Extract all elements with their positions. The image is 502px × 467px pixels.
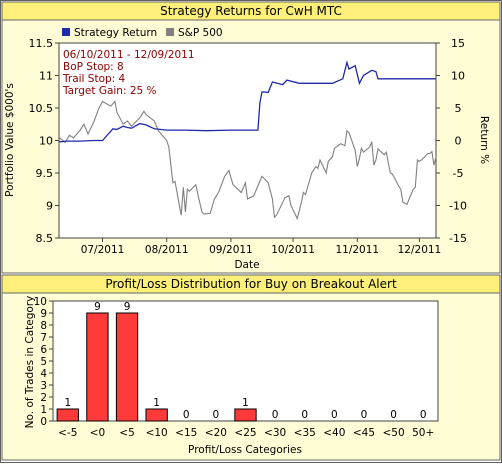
category-label: <50 (382, 427, 404, 439)
bar-value-label: 9 (94, 301, 101, 313)
legend: Strategy Return S&P 500 (62, 27, 223, 39)
bar-value-label: 0 (420, 409, 427, 421)
bar-y-tick-label: 5 (40, 356, 47, 368)
bar-value-label: 1 (64, 397, 71, 409)
left-tick-label: 10.5 (29, 102, 54, 115)
legend-swatch-strategy-return (62, 28, 70, 36)
distribution-chart-title: Profit/Loss Distribution for Buy on Brea… (105, 277, 397, 291)
x-axis-title: Date (234, 259, 259, 271)
parameter-bop-stop: BoP Stop: 8 (63, 61, 124, 73)
category-label: <30 (264, 427, 286, 439)
x-tick-label: 07/2011 (81, 244, 125, 256)
category-label: <25 (234, 427, 256, 439)
category-label: <-5 (58, 427, 77, 439)
category-label: 50+ (412, 427, 434, 439)
right-tick-label: 0 (455, 135, 462, 148)
bar-value-label: 0 (301, 409, 308, 421)
category-label: <5 (119, 427, 134, 439)
right-tick-label: 15 (451, 37, 465, 50)
bar-y-tick-label: 9 (40, 308, 47, 320)
strategy-plot-area (58, 42, 437, 239)
left-tick-label: 9 (46, 200, 53, 213)
strategy-chart-title: Strategy Returns for CwH MTC (160, 4, 342, 18)
bar-y-tick-label: 2 (40, 392, 47, 404)
left-tick-label: 9.5 (36, 167, 54, 180)
x-tick-label: 11/2011 (335, 244, 379, 256)
series-line-sp500 (58, 100, 437, 221)
bar-value-label: 1 (153, 397, 160, 409)
distribution-bars: 1 9 9 1 0 0 1 0 0 0 0 0 0 (56, 301, 427, 422)
left-tick-label: 11.5 (29, 37, 54, 50)
strategy-axes: 8.5 9 9.5 10 10.5 11 11.5 -15 -10 -5 0 5 10 15 07/2011… (29, 37, 467, 256)
series-line-strategy-return (58, 60, 436, 143)
bar-y-tick-label: 6 (40, 344, 47, 356)
bar-y-tick-label: 8 (40, 320, 47, 332)
bar-value-label: 0 (272, 409, 279, 421)
bar-value-label: 0 (390, 409, 397, 421)
left-axis-title: Portfolio Value $000's (4, 83, 16, 197)
bar-y-tick-label: 3 (40, 380, 47, 392)
bar-<-5 (56, 408, 79, 422)
distribution-chart-title-bar (1, 274, 501, 294)
category-label: <10 (146, 427, 168, 439)
right-tick-label: -10 (449, 200, 467, 213)
category-label: <15 (175, 427, 197, 439)
bar-y-tick-label: 1 (40, 404, 47, 416)
bar-value-label: 0 (361, 409, 368, 421)
x-tick-label: 10/2011 (271, 244, 315, 256)
legend-swatch-sp500 (166, 28, 174, 36)
strategy-series (58, 60, 437, 221)
right-tick-label: -5 (453, 167, 464, 180)
category-label: <40 (323, 427, 345, 439)
left-tick-label: 11 (39, 70, 53, 83)
bar-y-tick-label: 0 (40, 416, 47, 428)
category-label: <45 (353, 427, 375, 439)
parameter-target-gain: Target Gain: 25 % (62, 85, 157, 97)
bar-y-tick-label: 7 (40, 332, 47, 344)
right-tick-label: 10 (451, 70, 465, 83)
bar-y-tick-label: 10 (34, 296, 47, 308)
bar-<25 (234, 408, 257, 422)
parameter-date-range: 06/10/2011 - 12/09/2011 (63, 49, 195, 61)
bar-value-label: 9 (124, 301, 131, 313)
bar-value-label: 0 (183, 409, 190, 421)
right-tick-label: -15 (449, 232, 467, 245)
left-tick-label: 8.5 (36, 232, 54, 245)
strategy-parameters: 06/10/2011 - 12/09/2011 BoP Stop: 8 Trai… (62, 49, 195, 97)
category-label: <0 (90, 427, 105, 439)
left-tick-label: 10 (39, 135, 53, 148)
x-tick-label: 12/2011 (398, 244, 442, 256)
strategy-chart-title-bar (1, 1, 501, 21)
right-tick-label: 5 (455, 102, 462, 115)
bar-<0 (86, 312, 109, 422)
category-label: <20 (205, 427, 227, 439)
bar-value-label: 0 (213, 409, 220, 421)
bar-<10 (145, 408, 168, 422)
category-label: <35 (294, 427, 316, 439)
legend-label-sp500: S&P 500 (178, 27, 223, 39)
bar-value-label: 0 (331, 409, 338, 421)
distribution-x-axis-title: Profit/Loss Categories (188, 444, 302, 456)
bar-y-tick-label: 4 (40, 368, 47, 380)
x-tick-label: 09/2011 (209, 244, 253, 256)
right-axis-title: Return % (478, 116, 490, 164)
parameter-trail-stop: Trail Stop: 4 (62, 73, 126, 85)
bar-value-label: 1 (242, 397, 249, 409)
bar-<5 (115, 312, 139, 422)
distribution-y-axis-title: No. of Trades in Category (24, 296, 36, 429)
x-tick-label: 08/2011 (145, 244, 189, 256)
legend-label-strategy-return: Strategy Return (74, 27, 157, 39)
